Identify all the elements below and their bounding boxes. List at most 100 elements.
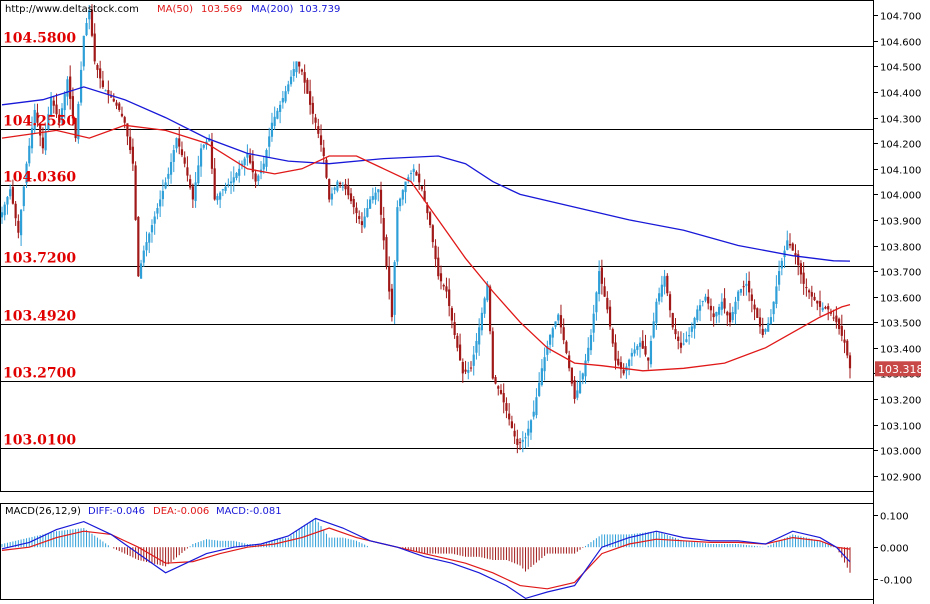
candle-body	[374, 192, 377, 200]
candle-body	[668, 294, 672, 311]
candle-body	[216, 196, 219, 201]
candle-body	[385, 237, 388, 266]
candle-body	[598, 271, 601, 295]
candle-body	[726, 311, 729, 316]
candle-body	[139, 263, 143, 279]
candle-body	[475, 340, 478, 353]
candle-body	[219, 192, 222, 200]
candle-body	[431, 225, 434, 243]
candle-body	[189, 179, 192, 188]
candle-body	[565, 341, 568, 353]
candle-body	[257, 175, 260, 182]
candlesticks	[0, 4, 852, 454]
candle-body	[88, 10, 91, 20]
macd-diff-line	[1, 517, 851, 600]
candle-body	[799, 263, 803, 275]
candle-body	[420, 186, 424, 190]
candle-body	[521, 439, 524, 442]
price-tick-label: 104.000	[880, 191, 921, 202]
candle-body	[210, 141, 214, 169]
candle-body	[824, 306, 827, 309]
candle-body	[794, 253, 797, 256]
candle-body	[131, 146, 134, 164]
candle-body	[25, 163, 28, 184]
candle-body	[118, 103, 121, 110]
candle-body	[701, 300, 704, 302]
candle-body	[628, 359, 631, 367]
candle-body	[608, 306, 612, 327]
candle-body	[663, 276, 666, 287]
candle-body	[423, 190, 426, 202]
candle-body	[235, 173, 238, 178]
candle-body	[79, 69, 83, 103]
candle-body	[371, 196, 374, 200]
source-url[interactable]: http://www.deltastock.com	[5, 4, 139, 15]
candle-body	[161, 190, 164, 200]
candle-body	[748, 280, 751, 293]
candle-body	[360, 221, 364, 226]
candle-body	[671, 313, 674, 328]
candle-body	[352, 199, 355, 208]
candle-body	[229, 181, 233, 184]
candle-body	[758, 317, 762, 327]
candle-body	[600, 267, 603, 284]
macd-title: MACD(26,12,9)	[5, 506, 81, 517]
candle-body	[548, 335, 552, 345]
level-label-0: 104.5800	[3, 31, 76, 47]
macd-tick-label: -0.100	[880, 576, 912, 587]
candle-body	[287, 84, 290, 92]
candle-body	[28, 145, 31, 164]
candle-body	[734, 301, 737, 315]
candle-body	[330, 193, 334, 200]
candle-body	[401, 190, 404, 200]
candle-body	[232, 177, 235, 183]
candle-body	[524, 437, 527, 439]
macd-tick-label: 0.100	[880, 512, 909, 523]
candle-body	[213, 168, 216, 200]
candle-body	[573, 380, 576, 399]
candle-body	[589, 335, 593, 351]
candle-body	[778, 271, 781, 285]
candle-body	[448, 289, 451, 307]
level-label-5: 103.2700	[3, 366, 76, 382]
candle-body	[123, 117, 126, 123]
candle-body	[690, 326, 693, 332]
candle-body	[191, 186, 194, 200]
candle-body	[630, 352, 633, 357]
level-label-1: 104.2550	[3, 114, 76, 130]
candle-body	[772, 301, 775, 315]
candle-body	[769, 317, 773, 325]
candle-body	[295, 61, 298, 73]
candle-body	[458, 344, 462, 361]
macd-indicator	[1, 517, 851, 600]
candle-body	[358, 216, 361, 220]
candle-body	[709, 305, 713, 311]
candle-body	[540, 368, 543, 385]
candle-body	[262, 163, 265, 170]
candle-body	[344, 184, 347, 190]
candle-body	[41, 137, 45, 149]
candle-body	[134, 165, 137, 220]
candle-body	[805, 286, 808, 289]
candle-body	[339, 182, 342, 185]
candle-body	[679, 342, 683, 348]
candle-body	[120, 113, 124, 117]
candle-body	[835, 315, 838, 323]
candle-body	[314, 117, 317, 123]
candle-body	[816, 300, 819, 304]
candle-body	[281, 98, 284, 103]
candle-body	[518, 442, 522, 444]
price-tick-label: 102.900	[880, 473, 921, 484]
candle-body	[254, 173, 257, 182]
price-tick-label: 103.500	[880, 319, 921, 330]
candle-body	[688, 335, 691, 337]
candle-body	[93, 33, 96, 62]
price-tick-label: 104.700	[880, 12, 921, 23]
candle-body	[426, 204, 429, 214]
candle-body	[311, 102, 314, 114]
candle-body	[568, 355, 571, 369]
candle-body	[843, 339, 846, 343]
candle-body	[249, 155, 252, 163]
candle-body	[775, 286, 778, 305]
candle-body	[366, 207, 369, 217]
